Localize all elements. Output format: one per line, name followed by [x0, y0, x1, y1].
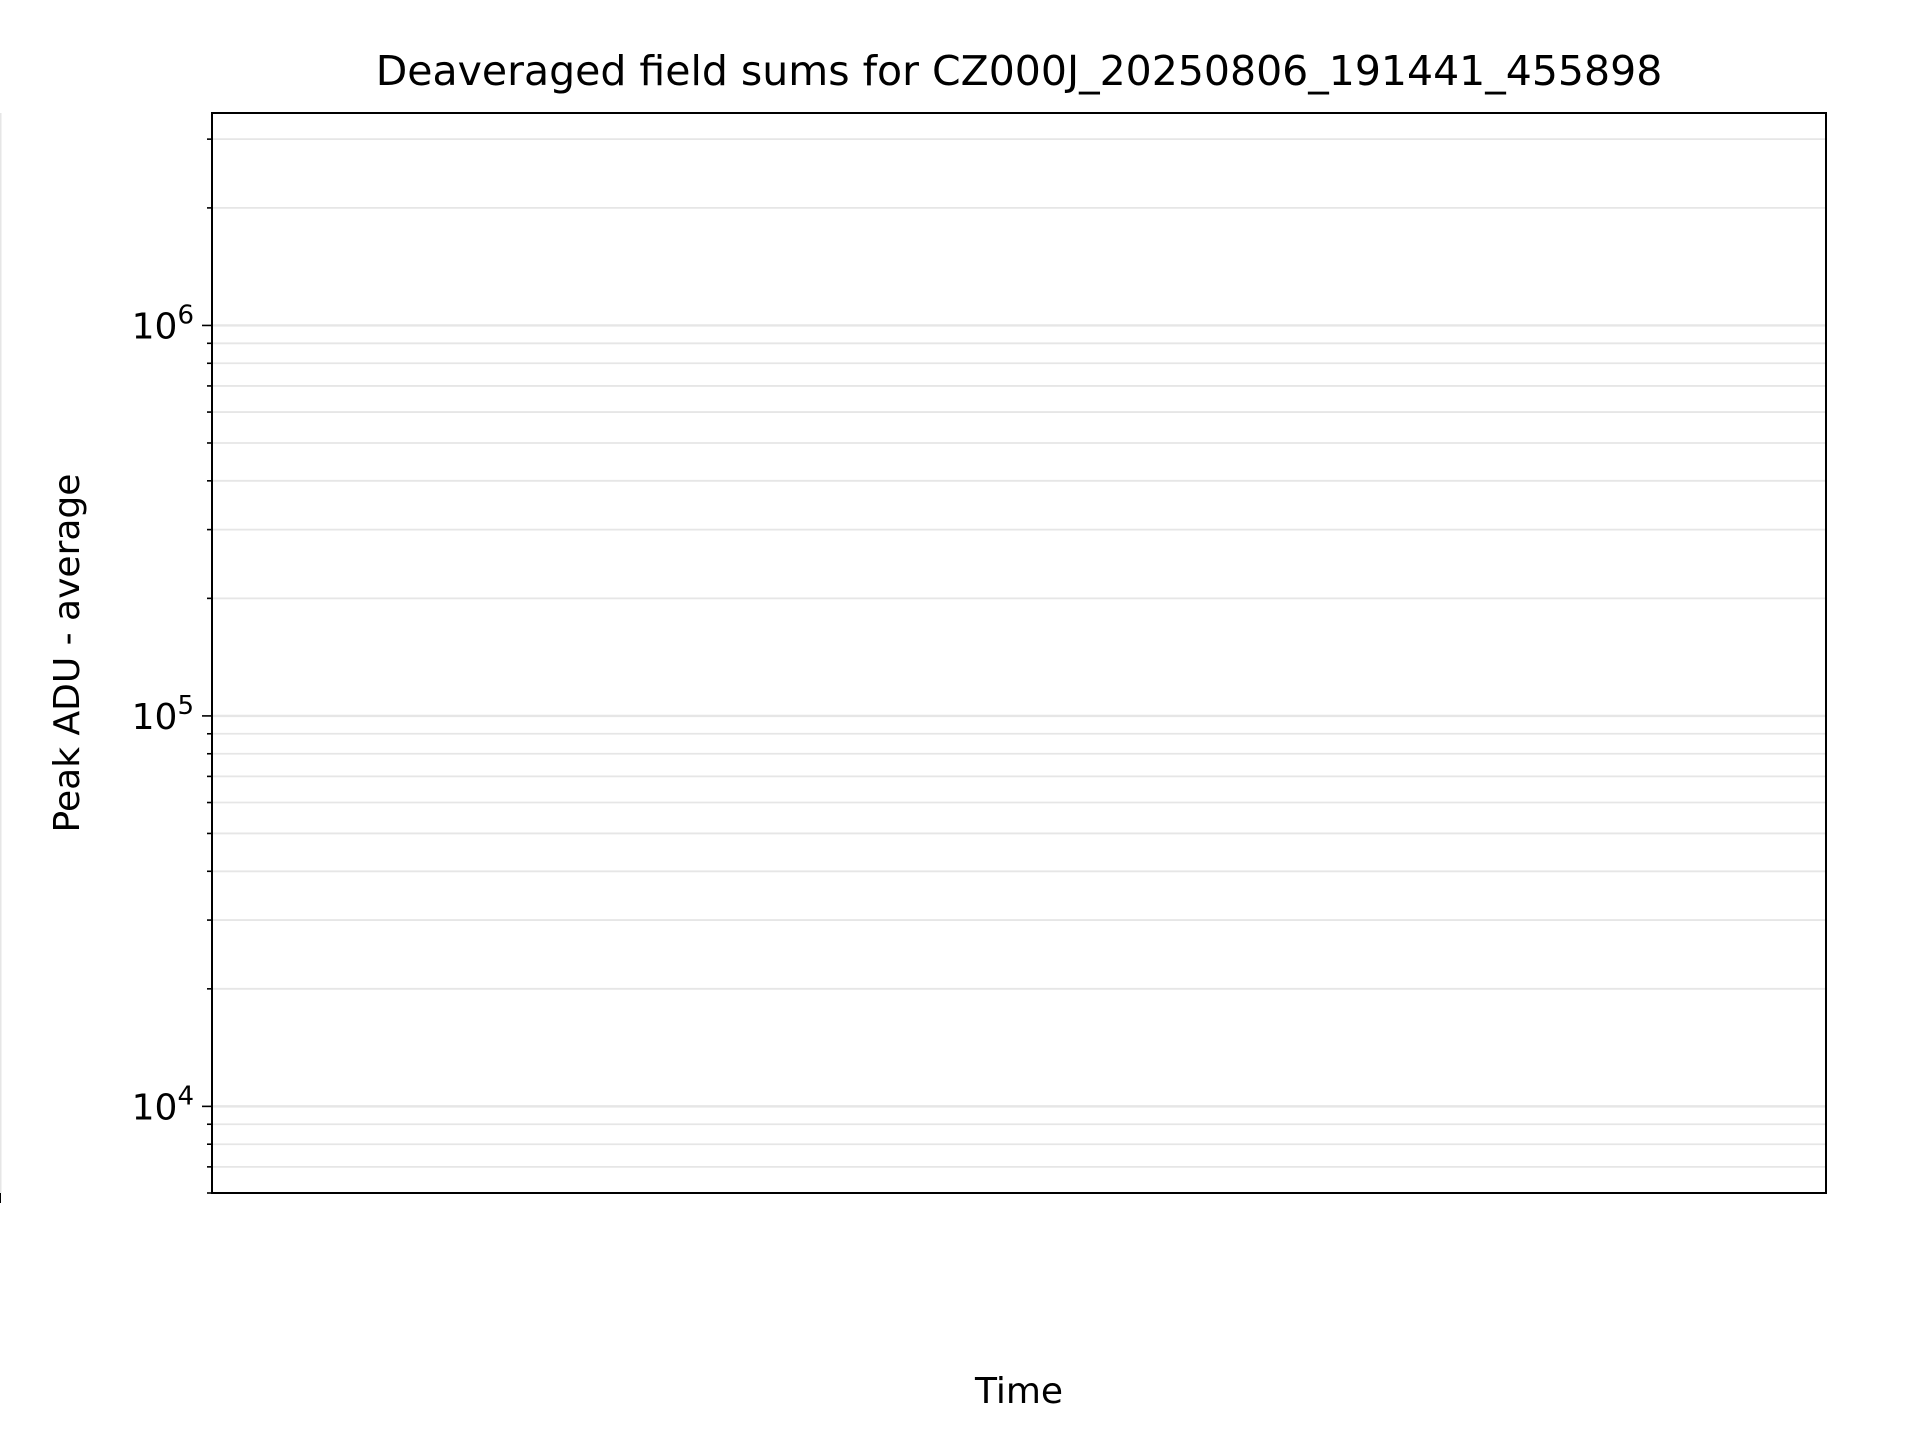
grid	[0, 113, 1826, 1194]
y-axis-label: Peak ADU - average	[47, 474, 88, 833]
chart-title: Deaveraged field sums for CZ000J_2025080…	[376, 47, 1663, 95]
x-axis-label: Time	[974, 1371, 1063, 1412]
y-tick-label: 104	[132, 1081, 194, 1128]
y-tick-label: 105	[132, 691, 194, 738]
plot-frame	[211, 112, 1827, 1194]
y-tick-label: 106	[132, 300, 194, 347]
axis-ticks: 10410510608-06 2008-06 2108-06 2208-06 2…	[0, 138, 212, 1203]
